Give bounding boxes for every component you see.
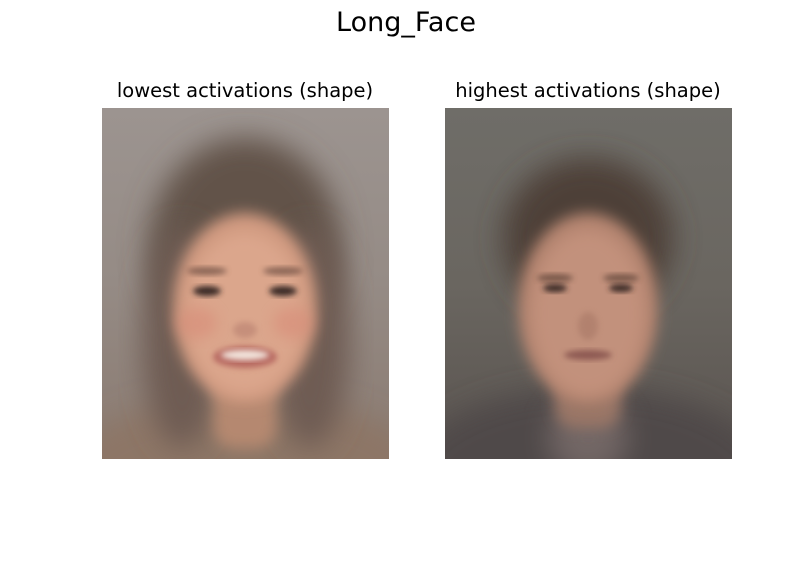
panel-title-lowest: lowest activations (shape)	[116, 79, 374, 102]
panel-title-highest: highest activations (shape)	[455, 79, 721, 102]
lowest-activation-face-image	[102, 108, 389, 459]
highest-activation-face-image	[445, 108, 732, 459]
figure-title: Long_Face	[336, 7, 476, 38]
